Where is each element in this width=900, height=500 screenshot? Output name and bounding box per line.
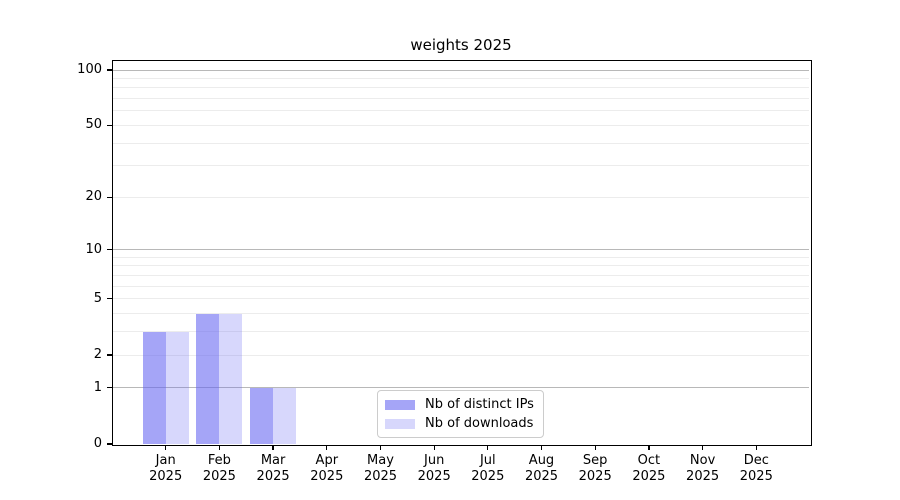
x-tick-label-month: May <box>367 453 394 468</box>
gridline-major <box>113 249 809 251</box>
y-tick-label: 2 <box>93 347 102 362</box>
x-tick-label-month: Sep <box>582 453 608 468</box>
x-tick-label-month: Jun <box>424 453 445 468</box>
x-tick-label-year: 2025 <box>739 469 773 484</box>
y-tick <box>107 354 112 356</box>
x-tick-label-year: 2025 <box>686 469 720 484</box>
x-tick <box>326 445 328 450</box>
x-tick <box>702 445 704 450</box>
x-tick-label: Jan 2025 <box>134 453 198 485</box>
x-tick-label-year: 2025 <box>578 469 612 484</box>
x-tick <box>487 445 489 450</box>
bar-nb-of-downloads-feb <box>219 313 243 444</box>
y-tick-label: 0 <box>93 436 102 451</box>
x-tick-label-year: 2025 <box>202 469 236 484</box>
x-tick-label-year: 2025 <box>310 469 344 484</box>
gridline-minor <box>113 110 809 112</box>
x-tick-label: Mar 2025 <box>241 453 305 485</box>
x-tick-label-month: Feb <box>207 453 231 468</box>
x-tick-label-month: Dec <box>743 453 769 468</box>
gridline-minor <box>113 298 809 300</box>
x-tick <box>165 445 167 450</box>
legend-entry-downloads: Nb of downloads <box>385 416 536 432</box>
gridline-minor <box>113 275 809 276</box>
x-tick-label: Feb 2025 <box>187 453 251 485</box>
legend-swatch-distinct-ips <box>385 399 415 410</box>
x-tick-label-month: Apr <box>315 453 339 468</box>
x-tick <box>218 445 220 450</box>
y-tick-label: 20 <box>85 189 102 205</box>
gridline-minor <box>113 354 809 356</box>
gridline-minor <box>113 87 809 89</box>
gridline-minor <box>113 256 809 258</box>
y-tick <box>107 443 112 445</box>
y-tick <box>107 249 112 251</box>
x-tick-label: Jun 2025 <box>402 453 466 485</box>
gridline-major <box>113 69 809 71</box>
x-tick-label-year: 2025 <box>524 469 559 484</box>
gridline-minor <box>113 331 809 333</box>
y-tick <box>107 196 112 198</box>
bar-nb-of-distinct-ips-jan <box>142 331 166 444</box>
x-tick-label: Aug 2025 <box>510 453 574 485</box>
gridline-minor <box>113 313 809 315</box>
x-tick <box>755 445 757 450</box>
x-tick <box>272 445 274 450</box>
gridline-minor <box>113 285 809 287</box>
x-tick-label-year: 2025 <box>471 469 505 484</box>
gridline-minor <box>113 124 809 126</box>
bar-nb-of-distinct-ips-feb <box>196 313 220 444</box>
x-tick-label-year: 2025 <box>417 469 451 484</box>
x-tick-label: Oct 2025 <box>617 453 681 485</box>
gridline-minor <box>113 265 809 267</box>
x-tick-label-year: 2025 <box>632 469 666 484</box>
y-tick <box>107 124 112 126</box>
x-tick-label-year: 2025 <box>149 469 183 484</box>
gridline-minor <box>113 98 809 100</box>
x-tick <box>433 445 435 450</box>
legend-label-downloads: Nb of downloads <box>425 415 534 431</box>
x-tick-label-month: Oct <box>637 453 661 468</box>
legend-label-distinct-ips: Nb of distinct IPs <box>425 396 534 412</box>
legend-entry-distinct-ips: Nb of distinct IPs <box>385 397 536 413</box>
legend-swatch-downloads <box>385 418 415 429</box>
gridline-major <box>113 387 809 389</box>
x-tick-label: Sep 2025 <box>563 453 627 485</box>
y-tick <box>107 69 112 71</box>
bar-nb-of-downloads-jan <box>165 331 189 444</box>
bar-nb-of-distinct-ips-mar <box>250 387 274 444</box>
y-tick-label: 50 <box>85 117 102 133</box>
x-tick-label-month: Mar <box>260 453 286 468</box>
bar-nb-of-downloads-mar <box>273 387 297 444</box>
chart-title: weights 2025 <box>410 36 512 54</box>
x-tick-label-month: Jul <box>479 453 496 468</box>
x-tick <box>379 445 382 450</box>
gridline-minor <box>113 196 809 198</box>
y-tick <box>107 298 112 300</box>
legend: Nb of distinct IPs Nb of downloads <box>377 390 544 438</box>
x-tick-label: Nov 2025 <box>671 453 735 485</box>
x-tick <box>594 445 596 450</box>
x-tick <box>540 445 543 450</box>
x-tick <box>648 445 650 450</box>
x-tick-label-year: 2025 <box>363 469 398 484</box>
x-tick-label-month: Nov <box>689 453 716 468</box>
x-tick-label: Apr 2025 <box>295 453 359 485</box>
y-tick-label: 5 <box>93 290 102 306</box>
x-tick-label-month: Jan <box>155 453 176 468</box>
x-tick-label: May 2025 <box>349 453 413 485</box>
gridline-minor <box>113 142 809 144</box>
gridline-minor <box>113 77 809 79</box>
x-tick-label: Dec 2025 <box>724 453 788 485</box>
x-tick-label-month: Aug <box>528 453 555 468</box>
y-tick <box>107 387 112 389</box>
y-tick-label: 10 <box>85 241 102 257</box>
y-tick-label: 100 <box>77 62 102 77</box>
y-tick-label: 1 <box>93 379 102 395</box>
x-tick-label: Jul 2025 <box>456 453 520 485</box>
x-tick-label-year: 2025 <box>256 469 290 484</box>
gridline-minor <box>113 165 809 167</box>
